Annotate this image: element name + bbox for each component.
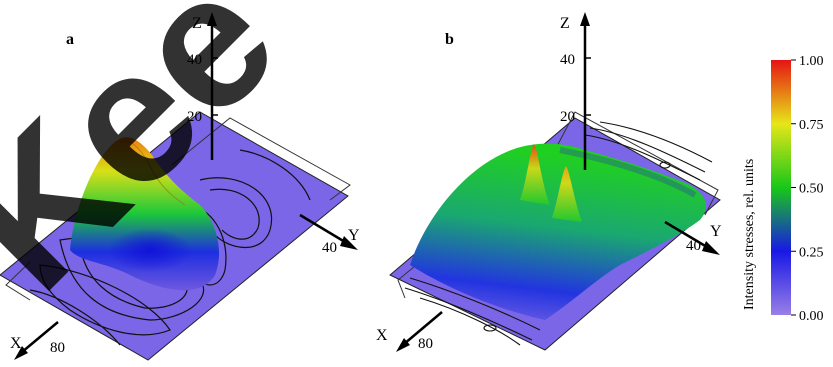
colorbar-tick-label: 0.50 <box>799 182 824 197</box>
panel-b-x-axis <box>403 311 443 345</box>
colorbar-title: Intensity stresses, rel. units <box>742 159 757 310</box>
colorbar-tick-label: 0.75 <box>799 118 824 133</box>
panel-a-frame <box>171 117 351 201</box>
panel-a-x-label: X <box>10 335 22 352</box>
panel-b-surface <box>410 143 707 320</box>
panel-a-x-tick-80: 80 <box>50 340 65 356</box>
panel-a-x-axis <box>21 321 59 353</box>
panel-a-y-label: Y <box>348 227 360 244</box>
panel-b-label: b <box>445 31 454 48</box>
panel-b-y-tick-40: 40 <box>686 238 701 254</box>
colorbar-gradient <box>771 60 791 315</box>
panel-a-y-axis <box>299 213 351 247</box>
colorbar-tick-label: 1.00 <box>799 54 824 69</box>
panel-b-z-tick-20: 20 <box>560 109 575 125</box>
panel-b-contours <box>404 121 713 346</box>
panel-b-frame <box>554 111 719 216</box>
panel-b-y-axis <box>664 220 713 252</box>
panel-b-peak-1 <box>520 144 550 205</box>
panel-b-z-label: Z <box>560 15 570 32</box>
colorbar-tick-label: 0.00 <box>799 309 824 324</box>
panel-a-label: a <box>66 31 74 48</box>
panel-a-z-tick-40: 40 <box>187 52 202 68</box>
panel-a-z-tick-20: 20 <box>187 109 202 125</box>
panel-a: a Z 40 20 Y 40 <box>0 12 360 361</box>
panel-b-y-label: Y <box>710 223 722 240</box>
panel-a-z-label: Z <box>192 15 202 32</box>
panel-b-z-tick-40: 40 <box>560 52 575 68</box>
panel-b-x-label: X <box>376 327 388 344</box>
panel-b-x-tick-80: 80 <box>418 336 433 352</box>
panel-a-y-tick-40: 40 <box>322 240 337 256</box>
panel-b-peak-2 <box>552 166 582 222</box>
colorbar-tick-label: 0.25 <box>799 245 824 260</box>
colorbar: 1.00 0.75 0.50 0.25 0.00 Intensity stresses,… <box>742 54 824 324</box>
panel-b: b Z 40 20 Y 4 <box>376 12 722 352</box>
